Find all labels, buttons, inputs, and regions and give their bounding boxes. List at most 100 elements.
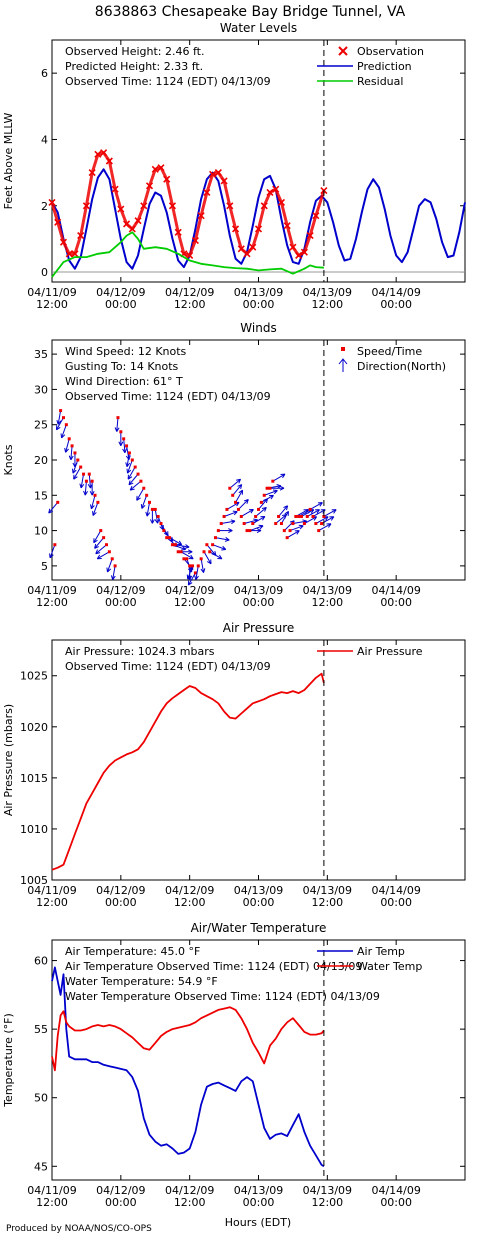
wind-speed-point [156, 514, 160, 518]
wind-direction-arrow [318, 523, 332, 532]
wind-speed-point [277, 514, 281, 518]
x-tick-date: 04/12/09 [165, 884, 214, 897]
wind-direction-arrow [292, 520, 307, 525]
wind-arrow-head [73, 474, 78, 480]
wind-direction-arrow [163, 530, 174, 542]
wind-speed-point [116, 416, 120, 420]
wind-arrow-head [128, 480, 134, 486]
wind-direction-arrow [206, 544, 217, 556]
wind-speed-point [225, 507, 229, 511]
y-tick-label: 1015 [20, 772, 48, 785]
panel-title: Winds [240, 321, 276, 335]
info-line: Observed Height: 2.46 ft. [65, 45, 204, 58]
y-tick-label: 1025 [20, 670, 48, 683]
x-tick-date: 04/13/09 [234, 884, 283, 897]
wind-arrow-head [188, 554, 194, 560]
wind-speed-point [173, 543, 177, 547]
wind-direction-arrow [272, 473, 286, 482]
wind-speed-point [73, 451, 77, 455]
panel-title: Water Levels [220, 21, 297, 35]
wind-direction-arrow [116, 417, 119, 432]
wind-speed-point [294, 514, 298, 518]
wind-arrow-head [127, 474, 133, 480]
wind-speed-point [84, 479, 88, 483]
wind-arrow-head [230, 519, 236, 525]
wind-speed-point [322, 514, 326, 518]
x-axis-title: Hours (EDT) [225, 1216, 291, 1229]
wind-direction-arrow [195, 565, 199, 580]
wind-arrow-head [79, 483, 85, 489]
wind-direction-arrow [264, 490, 278, 496]
wind-speed-point [133, 465, 137, 469]
footer-credit: Produced by NOAA/NOS/CO-OPS [6, 1224, 152, 1234]
wind-arrow-head [224, 537, 230, 542]
legend-label: Air Pressure [357, 645, 423, 658]
wind-speed-point [122, 437, 126, 441]
wind-speed-point [82, 472, 86, 476]
wind-direction-arrow [209, 551, 223, 560]
wind-direction-arrow [249, 525, 264, 532]
wind-direction-arrow [112, 565, 116, 580]
wind-speed-point [104, 543, 108, 547]
wind-direction-arrow [136, 487, 145, 501]
y-tick-label: 6 [41, 67, 48, 80]
wind-arrow-head [279, 485, 285, 491]
wind-speed-point [199, 557, 203, 561]
wind-arrow-head [236, 478, 242, 484]
wind-direction-arrow [312, 509, 326, 517]
wind-speed-point [110, 557, 114, 561]
wind-direction-arrow [301, 509, 315, 517]
wind-speed-point [262, 493, 266, 497]
wind-arrow-head [95, 549, 101, 555]
wind-speed-point [159, 522, 163, 526]
info-line: Air Temperature Observed Time: 1124 (EDT… [65, 960, 362, 973]
y-tick-label: 45 [34, 1160, 48, 1173]
wind-speed-point [239, 514, 243, 518]
wind-direction-arrow [123, 438, 126, 453]
wind-speed-point [99, 529, 103, 533]
y-tick-label: 4 [41, 133, 48, 146]
wind-speed-point [311, 514, 315, 518]
wind-speed-point [271, 479, 275, 483]
x-tick-time: 00:00 [105, 298, 137, 311]
wind-arrow-head [114, 427, 120, 432]
y-tick-label: 60 [34, 955, 48, 968]
x-tick-date: 04/14/09 [371, 1184, 420, 1197]
wind-direction-arrow [221, 520, 236, 525]
wind-direction-arrow [106, 558, 113, 573]
wind-speed-point [162, 529, 166, 533]
x-tick-time: 12:00 [174, 298, 206, 311]
wind-arrow-head [94, 543, 99, 549]
wind-arrow-head [329, 516, 335, 521]
wind-direction-arrow [95, 544, 107, 555]
wind-direction-arrow [187, 565, 194, 580]
wind-arrow-head [110, 575, 116, 580]
wind-speed-point [279, 522, 283, 526]
wind-direction-arrow [126, 452, 130, 467]
wind-direction-arrow [278, 505, 288, 517]
wind-speed-point [228, 486, 232, 490]
wind-direction-arrow [48, 502, 59, 514]
x-tick-time: 12:00 [36, 1196, 68, 1209]
wind-speed-point [291, 522, 295, 526]
wind-direction-arrow [73, 466, 82, 480]
wind-speed-point [179, 550, 183, 554]
y-tick-label: 0 [41, 266, 48, 279]
wind-arrow-head [256, 528, 262, 534]
wind-speed-point [202, 550, 206, 554]
wind-arrow-head [145, 511, 151, 517]
y-tick-label: 20 [34, 454, 48, 467]
wind-direction-arrow [258, 498, 268, 510]
wind-speed-point [288, 529, 292, 533]
x-tick-date: 04/12/09 [96, 584, 145, 597]
wind-speed-point [165, 536, 169, 540]
wind-arrow-head [221, 545, 227, 551]
wind-speed-point [188, 564, 192, 568]
wind-arrow-head [331, 509, 337, 514]
wind-arrow-head [258, 524, 264, 530]
wind-speed-point [145, 493, 149, 497]
x-tick-time: 00:00 [380, 596, 412, 609]
x-tick-date: 04/12/09 [165, 584, 214, 597]
x-tick-time: 00:00 [243, 1196, 275, 1209]
wind-arrow-head [237, 484, 243, 490]
